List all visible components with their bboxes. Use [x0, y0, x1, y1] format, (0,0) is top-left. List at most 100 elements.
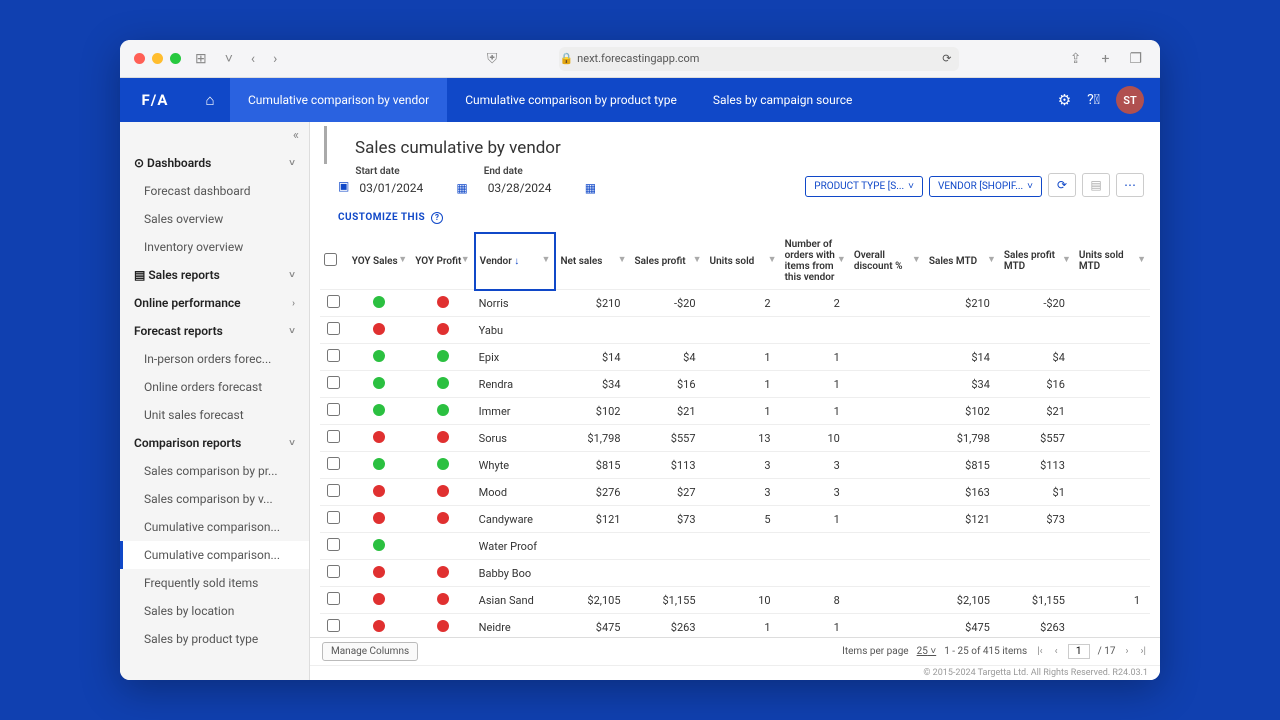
sidebar-item[interactable]: Inventory overview [120, 233, 309, 261]
address-bar[interactable]: 🔒 next.forecastingapp.com ⟳ [559, 47, 959, 71]
filter-icon[interactable]: ▼ [542, 256, 551, 266]
reload-icon[interactable]: ⟳ [942, 52, 959, 65]
row-checkbox[interactable] [327, 538, 340, 551]
sidebar-collapse-icon[interactable]: « [120, 122, 309, 149]
sidebar-toggle-icon[interactable]: ⊞ [191, 49, 211, 69]
row-checkbox[interactable] [327, 511, 340, 524]
filter-icon[interactable]: ▼ [987, 256, 996, 266]
calendar-icon[interactable]: ▣ [338, 179, 349, 193]
sidebar-item[interactable]: Forecast reports˅ [120, 317, 309, 345]
more-button[interactable]: ⋯ [1116, 173, 1144, 197]
nav-tab-cumulative-vendor[interactable]: Cumulative comparison by vendor [230, 78, 447, 122]
row-checkbox[interactable] [327, 403, 340, 416]
column-header[interactable]: YOY Profit▼ [411, 233, 474, 290]
close-window-icon[interactable] [134, 53, 145, 64]
product-type-filter[interactable]: PRODUCT TYPE [S...˅ [805, 176, 923, 197]
start-date-input[interactable]: 03/01/2024 [355, 179, 450, 197]
share-icon[interactable]: ⇪ [1066, 49, 1086, 69]
prev-page-icon[interactable]: ‹ [1053, 646, 1060, 657]
filter-icon[interactable]: ▼ [618, 256, 627, 266]
chevron-down-icon: ˅ [1027, 181, 1033, 192]
filter-icon[interactable]: ▼ [1137, 256, 1146, 266]
filter-icon[interactable]: ▼ [693, 256, 702, 266]
row-checkbox[interactable] [327, 295, 340, 308]
refresh-button[interactable]: ⟳ [1048, 173, 1076, 197]
column-header[interactable] [320, 233, 348, 290]
row-checkbox[interactable] [327, 619, 340, 632]
column-header[interactable]: Vendor ↓▼ [475, 233, 556, 290]
nav-tab-campaign[interactable]: Sales by campaign source [695, 78, 871, 122]
row-checkbox[interactable] [327, 565, 340, 578]
select-all-checkbox[interactable] [324, 253, 337, 266]
tabs-icon[interactable]: ❐ [1125, 49, 1146, 69]
vendor-filter[interactable]: VENDOR [SHOPIF...˅ [929, 176, 1042, 197]
row-checkbox[interactable] [327, 592, 340, 605]
chevron-down-icon[interactable]: ˅ [221, 48, 237, 69]
gear-icon[interactable]: ⚙ [1058, 91, 1071, 109]
filter-icon[interactable]: ▼ [398, 256, 407, 266]
row-checkbox[interactable] [327, 322, 340, 335]
manage-columns-button[interactable]: Manage Columns [322, 642, 418, 661]
next-page-icon[interactable]: › [1124, 646, 1131, 657]
first-page-icon[interactable]: |‹ [1035, 646, 1044, 657]
maximize-window-icon[interactable] [170, 53, 181, 64]
export-button[interactable]: ▤ [1082, 173, 1110, 197]
row-checkbox[interactable] [327, 349, 340, 362]
customize-link[interactable]: CUSTOMIZE THIS ? [338, 212, 443, 224]
row-checkbox[interactable] [327, 376, 340, 389]
filter-icon[interactable]: ▼ [912, 256, 921, 266]
sidebar-item[interactable]: Sales overview [120, 205, 309, 233]
sidebar-item[interactable]: Frequently sold items [120, 569, 309, 597]
sidebar-item[interactable]: Cumulative comparison... [120, 541, 309, 569]
column-header[interactable]: Net sales▼ [555, 233, 630, 290]
minimize-window-icon[interactable] [152, 53, 163, 64]
end-date-input[interactable]: 03/28/2024 [484, 179, 579, 197]
filter-icon[interactable]: ▼ [461, 256, 470, 266]
sidebar-item[interactable]: Cumulative comparison... [120, 513, 309, 541]
help-icon[interactable]: ?⃝ [1087, 92, 1100, 108]
sidebar-item[interactable]: Unit sales forecast [120, 401, 309, 429]
filter-icon[interactable]: ▼ [1062, 256, 1071, 266]
sidebar-item[interactable]: Sales comparison by pr... [120, 457, 309, 485]
back-icon[interactable]: ‹ [247, 49, 259, 69]
column-header[interactable]: Sales MTD▼ [925, 233, 1000, 290]
row-checkbox[interactable] [327, 484, 340, 497]
column-header[interactable]: Overall discount %▼ [850, 233, 925, 290]
sort-desc-icon: ↓ [514, 256, 519, 267]
column-header[interactable]: Sales profit▼ [631, 233, 706, 290]
column-header[interactable]: Units sold MTD▼ [1075, 233, 1150, 290]
column-header[interactable]: Sales profit MTD▼ [1000, 233, 1075, 290]
filter-icon[interactable]: ▼ [768, 256, 777, 266]
yoy-sales-indicator [373, 485, 385, 497]
sidebar-item[interactable]: Sales by location [120, 597, 309, 625]
sidebar-item[interactable]: Online orders forecast [120, 373, 309, 401]
sidebar-item[interactable]: Online performance› [120, 289, 309, 317]
shield-icon[interactable]: ⛨ [483, 49, 502, 69]
sidebar-item[interactable]: ▤ Sales reports˅ [120, 261, 309, 289]
new-tab-icon[interactable]: + [1097, 49, 1113, 69]
nav-tab-cumulative-product[interactable]: Cumulative comparison by product type [447, 78, 695, 122]
range-text: 1 - 25 of 415 items [944, 646, 1027, 657]
avatar[interactable]: ST [1116, 86, 1144, 114]
sidebar-item[interactable]: Comparison reports˅ [120, 429, 309, 457]
app-logo[interactable]: F/A [120, 91, 190, 109]
sidebar-item[interactable]: Sales by product type [120, 625, 309, 653]
column-header[interactable]: Units sold▼ [706, 233, 781, 290]
filter-icon[interactable]: ▼ [837, 256, 846, 266]
calendar-icon[interactable]: ▦ [456, 181, 467, 195]
home-icon[interactable]: ⌂ [190, 91, 230, 109]
row-checkbox[interactable] [327, 457, 340, 470]
calendar-icon[interactable]: ▦ [585, 181, 596, 195]
column-header[interactable]: Number of orders with items from this ve… [781, 233, 850, 290]
forward-icon[interactable]: › [269, 49, 281, 69]
row-checkbox[interactable] [327, 430, 340, 443]
yoy-sales-indicator [373, 431, 385, 443]
last-page-icon[interactable]: ›| [1139, 646, 1148, 657]
column-header[interactable]: YOY Sales▼ [348, 233, 411, 290]
page-input[interactable] [1068, 644, 1090, 659]
sidebar-item[interactable]: ⊙ Dashboards˅ [120, 149, 309, 177]
sidebar-item[interactable]: Forecast dashboard [120, 177, 309, 205]
sidebar-item[interactable]: Sales comparison by v... [120, 485, 309, 513]
sidebar-item[interactable]: In-person orders forec... [120, 345, 309, 373]
items-per-page-select[interactable]: 25 ˅ [917, 646, 937, 657]
